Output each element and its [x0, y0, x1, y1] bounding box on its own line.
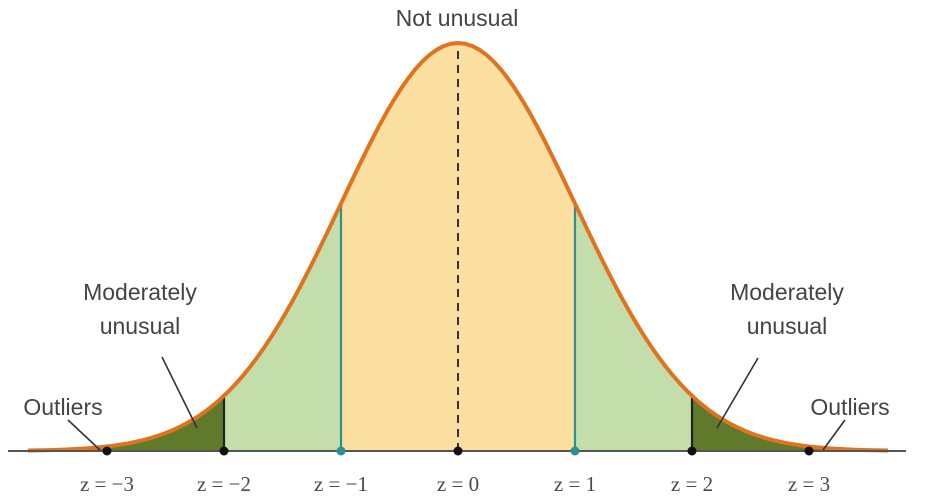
outlier-region-left — [28, 395, 224, 451]
moderate-left-label-line2: unusual — [100, 313, 181, 339]
z-ticks: z = −3 z = −2 z = −1 z = 0 z = 1 z = 2 z = 3 — [80, 446, 830, 496]
outlier-region-right — [692, 395, 888, 451]
z-tick-marker — [336, 446, 346, 456]
moderate-right-label-line1: Moderately — [730, 279, 844, 305]
moderate-right-pointer — [716, 357, 759, 429]
moderate-left-pointer — [161, 356, 198, 429]
z-tick-marker — [687, 446, 697, 456]
moderate-left-label-line1: Moderately — [83, 279, 197, 305]
z-tick-label: z = 2 — [671, 472, 713, 496]
z-tick-label: z = 3 — [788, 472, 830, 496]
normal-curve — [27, 41, 889, 453]
z-tick-marker — [102, 446, 112, 456]
z-tick-marker — [453, 446, 463, 456]
z-tick-label: z = 0 — [437, 472, 479, 496]
outliers-left-label: Outliers — [23, 394, 102, 420]
annotations — [67, 356, 846, 451]
z-tick-marker — [570, 446, 580, 456]
z-tick-label: z = −3 — [80, 472, 134, 496]
center-region-label: Not unusual — [396, 5, 519, 31]
z-boundary-lines — [222, 43, 694, 451]
z-tick-marker — [804, 446, 814, 456]
z-tick-label: z = −2 — [197, 472, 251, 496]
outliers-right-label: Outliers — [810, 394, 889, 420]
z-tick-label: z = 1 — [554, 472, 596, 496]
moderate-right-label-line2: unusual — [747, 313, 828, 339]
z-tick-marker — [219, 446, 229, 456]
outliers-right-pointer — [822, 419, 846, 451]
z-tick-label: z = −1 — [314, 472, 368, 496]
outliers-left-pointer — [67, 419, 101, 451]
